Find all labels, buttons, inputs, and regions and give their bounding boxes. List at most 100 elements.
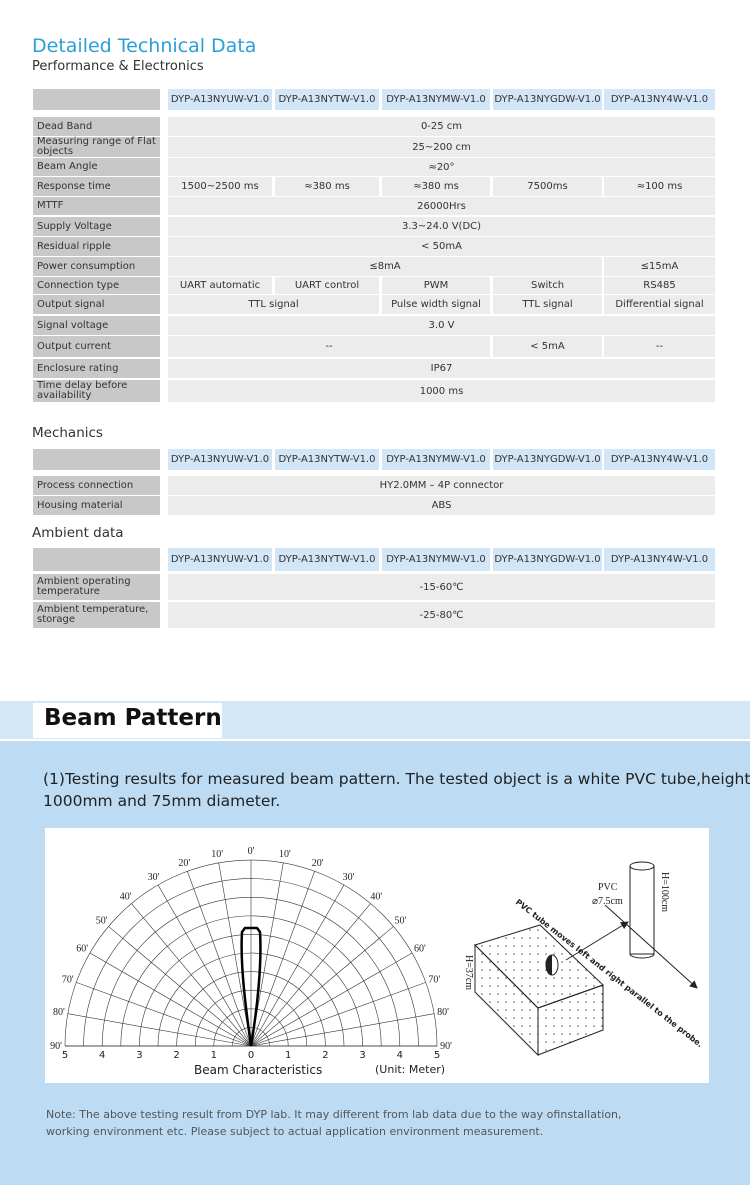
angle-label: 80': [53, 1007, 65, 1018]
angle-label: 10': [211, 849, 223, 860]
probe-height: H=37cm: [463, 955, 474, 990]
angle-label: 30': [343, 872, 355, 883]
angle-ray: [250, 871, 315, 1047]
angle-label: 70': [62, 974, 74, 985]
angle-label: 60': [76, 944, 88, 955]
angle-label: 90': [440, 1041, 452, 1052]
beam-lobe: [240, 926, 262, 1047]
section-heading: Ambient data: [32, 525, 124, 541]
data-cell: --: [168, 336, 490, 357]
column-header: DYP-A13NYMW-V1.0: [382, 548, 490, 571]
data-cell: TTL signal: [168, 295, 379, 314]
angle-label: 0': [248, 846, 255, 857]
caption: Beam Characteristics: [194, 1063, 322, 1077]
unit: (Unit: Meter): [375, 1063, 445, 1076]
angle-label: 20': [178, 858, 190, 869]
column-header: DYP-A13NYTW-V1.0: [275, 89, 379, 110]
data-cell: TTL signal: [493, 295, 602, 314]
data-cell: Differential signal: [604, 295, 715, 314]
distance-label: 2: [173, 1050, 179, 1061]
subtitle: Performance & Electronics: [32, 59, 204, 74]
probe: [546, 955, 552, 975]
data-cell: ≈20°: [168, 158, 715, 176]
row-label: Signal voltage: [33, 316, 160, 335]
data-cell: ≤8mA: [168, 257, 602, 276]
angle-label: 40': [370, 892, 382, 903]
data-cell: 3.0 V: [168, 316, 715, 335]
angle-label: 70': [428, 974, 440, 985]
row-label: Connection type: [33, 277, 160, 294]
column-header: DYP-A13NYGDW-V1.0: [493, 449, 602, 470]
column-header: DYP-A13NYGDW-V1.0: [493, 89, 602, 110]
row-label: Output current: [33, 336, 160, 357]
header-label-cell: [33, 449, 160, 470]
data-cell: IP67: [168, 359, 715, 378]
arrow: [604, 904, 698, 989]
data-cell: < 50mA: [168, 237, 715, 256]
row-label: Time delay before availability: [33, 380, 160, 402]
figure: 0' 10' 10' 20' 20' 30' 30' 40' 40' 50' 50' 60' 60' 70…: [50, 846, 704, 1077]
angle-ray: [218, 862, 252, 1047]
distance-label: 2: [322, 1050, 328, 1061]
column-header: DYP-A13NY4W-V1.0: [604, 89, 715, 110]
column-header: DYP-A13NYUW-V1.0: [168, 89, 272, 110]
distance-label: 0: [248, 1050, 254, 1061]
distance-label: 4: [99, 1050, 105, 1061]
column-header: DYP-A13NYMW-V1.0: [382, 449, 490, 470]
row-label: Output signal: [33, 295, 160, 314]
data-cell: 7500ms: [493, 177, 602, 196]
section-heading: Mechanics: [32, 425, 103, 441]
angle-label: 40': [120, 892, 132, 903]
row-label: MTTF: [33, 197, 160, 215]
angle-label: 50': [394, 916, 406, 927]
data-cell: 3.3~24.0 V(DC): [168, 217, 715, 236]
angle-label: 90': [50, 1041, 62, 1052]
data-cell: 26000Hrs: [168, 197, 715, 215]
row-label: Response time: [33, 177, 160, 196]
angle-label: 10': [279, 849, 291, 860]
tube: [629, 865, 655, 955]
distance-label: 1: [211, 1050, 217, 1061]
data-cell: -25-80℃: [168, 602, 715, 628]
angle-ray: [89, 952, 252, 1047]
angle-label: 80': [437, 1007, 449, 1018]
data-cell: UART automatic: [168, 277, 272, 294]
heading-box: [33, 703, 222, 738]
data-cell: ≈380 ms: [275, 177, 379, 196]
angle-ray: [108, 926, 252, 1047]
row-label: Enclosure rating: [33, 359, 160, 378]
row-label: Measuring range of Flat objects: [33, 137, 160, 157]
row-label: Dead Band: [33, 117, 160, 136]
data-cell: 1000 ms: [168, 380, 715, 402]
angle-label: 50': [96, 916, 108, 927]
distance-label: 5: [62, 1050, 68, 1061]
angle-label: 60': [414, 944, 426, 955]
section-title: Beam Pattern: [44, 705, 222, 731]
arrow: [565, 921, 629, 961]
description: 1000mm and 75mm diameter.: [43, 792, 281, 810]
angle-ray: [187, 871, 252, 1047]
row-label: Residual ripple: [33, 237, 160, 256]
data-cell: 1500~2500 ms: [168, 177, 272, 196]
note: Note: The above testing result from DYP …: [46, 1108, 622, 1121]
data-cell: ≈380 ms: [382, 177, 490, 196]
row-label: Process connection: [33, 476, 160, 495]
row-label: Supply Voltage: [33, 217, 160, 236]
row-label: Power consumption: [33, 257, 160, 276]
angle-ray: [131, 903, 252, 1047]
row-label: Ambient temperature, storage: [33, 602, 160, 628]
data-cell: ≈100 ms: [604, 177, 715, 196]
angle-ray: [250, 952, 413, 1047]
angle-ray: [250, 982, 426, 1047]
data-cell: ABS: [168, 496, 715, 515]
data-cell: Pulse width signal: [382, 295, 490, 314]
data-cell: RS485: [604, 277, 715, 294]
row-label: Housing material: [33, 496, 160, 515]
title: Detailed Technical Data: [32, 35, 257, 57]
data-cell: PWM: [382, 277, 490, 294]
box-side: [474, 943, 539, 1057]
tube: [629, 953, 655, 959]
figure-box: [45, 828, 709, 1083]
column-header: DYP-A13NY4W-V1.0: [604, 548, 715, 571]
tube-label: PVC: [598, 882, 618, 893]
